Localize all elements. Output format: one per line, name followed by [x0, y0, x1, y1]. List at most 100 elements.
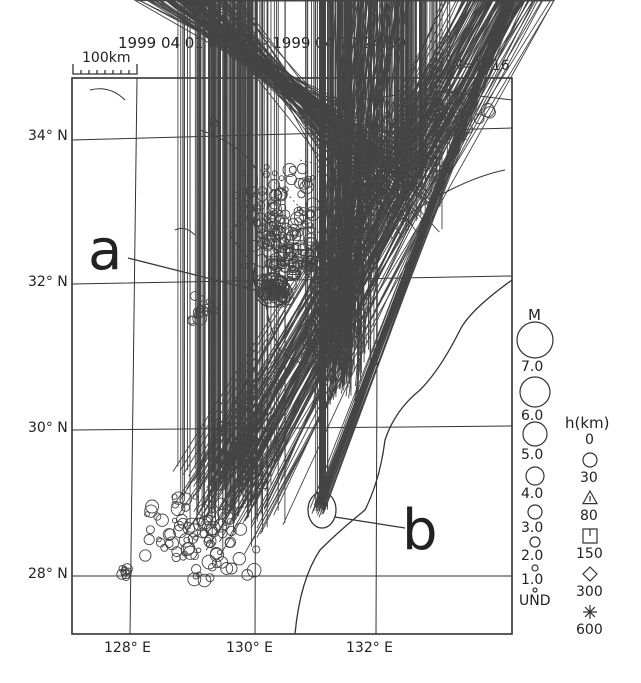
event-circle-icon	[295, 229, 304, 237]
event-circle-icon	[180, 502, 191, 512]
event-square-icon	[299, 227, 315, 243]
event-circle-icon	[198, 515, 212, 530]
event-circle-icon	[448, 126, 458, 136]
legend-depth-label: 150	[576, 546, 603, 562]
event-circle-icon	[195, 571, 202, 578]
legend-magnitude-label: UND	[519, 593, 551, 609]
event-circle-icon	[177, 517, 189, 529]
event-circle-icon	[205, 539, 215, 549]
event-square-icon	[247, 440, 261, 453]
event-circle-icon	[434, 109, 447, 122]
event-square-icon	[249, 438, 265, 453]
legend-magnitude-label: 7.0	[521, 359, 544, 375]
event-circle-icon	[225, 562, 238, 575]
legend-magnitude-label: 4.0	[521, 486, 544, 502]
event-circle-icon	[276, 210, 284, 217]
event-circle-icon	[199, 529, 209, 539]
event-circle-icon	[257, 236, 270, 250]
event-circle-icon	[191, 564, 202, 575]
event-square-icon	[295, 271, 302, 278]
event-circle-icon	[424, 87, 436, 100]
event-circle-icon	[288, 165, 297, 174]
event-circle-icon	[449, 115, 458, 124]
legend-magnitude-circle-icon	[516, 321, 554, 359]
event-circle-icon	[197, 573, 212, 588]
event-circle-icon	[473, 113, 485, 125]
event-square-icon	[295, 249, 307, 261]
event-circle-icon	[426, 109, 438, 122]
event-circle-icon	[156, 536, 162, 543]
legend-depth-label: 0	[585, 432, 594, 448]
event-circle-icon	[441, 108, 448, 115]
event-circle-icon	[395, 100, 402, 107]
event-square-icon	[302, 258, 313, 269]
event-circle-icon	[145, 525, 155, 535]
legend-magnitude-circle-icon	[525, 466, 545, 486]
event-circle-icon	[246, 562, 262, 578]
legend-magnitude-circle-icon	[519, 376, 551, 408]
event-circle-icon	[290, 211, 305, 226]
legend-magnitude-label: 5.0	[521, 447, 544, 463]
event-circle-icon	[195, 547, 202, 554]
legend-depth-label: 80	[580, 508, 598, 524]
event-circle-icon	[420, 99, 427, 105]
event-symbols	[116, 0, 555, 588]
event-circle-icon	[171, 493, 178, 500]
event-square-icon	[305, 263, 315, 272]
event-circle-icon	[470, 90, 479, 99]
legend-depth-label: 30	[580, 470, 598, 486]
event-circle-icon	[171, 500, 180, 509]
event-square-icon	[235, 436, 247, 448]
event-square-icon	[276, 261, 285, 269]
event-square-icon	[319, 242, 332, 255]
legend-magnitude-label: 3.0	[521, 520, 544, 536]
event-circle-icon	[226, 518, 234, 525]
event-circle-icon	[297, 177, 311, 190]
legend-symbols	[516, 321, 599, 619]
event-circle-icon	[426, 118, 435, 127]
event-circle-icon	[418, 113, 426, 121]
event-square-icon	[329, 242, 339, 252]
scale-bar	[72, 64, 138, 75]
event-circle-icon	[285, 173, 298, 186]
event-circle-icon	[385, 111, 392, 118]
event-circle-icon	[394, 105, 401, 113]
event-circle-icon	[436, 77, 451, 92]
event-circle-icon	[186, 315, 196, 325]
event-circle-icon	[201, 554, 217, 570]
event-square-icon	[326, 266, 332, 272]
event-circle-icon	[145, 499, 160, 514]
event-circle-icon	[451, 97, 459, 105]
event-circle-icon	[241, 569, 254, 581]
event-circle-icon	[208, 563, 217, 572]
event-circle-icon	[155, 537, 166, 548]
event-circle-icon	[226, 525, 237, 537]
event-circle-icon	[299, 213, 307, 222]
event-circle-icon	[171, 517, 178, 524]
event-circle-icon	[187, 572, 202, 587]
event-circle-icon	[460, 98, 468, 106]
legend-magnitude-circle-icon	[529, 536, 541, 548]
annotation-line-b	[334, 516, 406, 529]
legend-magnitude-label: 2.0	[521, 548, 544, 564]
legend-diamond-icon	[582, 566, 598, 582]
event-circle-icon	[182, 541, 196, 555]
annotation-b: b	[402, 498, 438, 563]
event-circle-icon	[217, 508, 228, 520]
event-circle-icon	[252, 545, 261, 554]
event-circle-icon	[463, 124, 473, 134]
event-circle-icon	[274, 214, 290, 230]
event-circle-icon	[192, 494, 199, 500]
event-circle-icon	[454, 116, 464, 126]
event-square-icon	[279, 234, 294, 250]
event-circle-icon	[190, 551, 199, 561]
event-circle-icon	[217, 528, 228, 539]
event-square-icon	[212, 475, 227, 490]
event-circle-icon	[143, 534, 155, 546]
legend-depth-label: 600	[576, 622, 603, 638]
event-circle-icon	[178, 533, 194, 548]
lon-label-130: 130° E	[226, 640, 274, 656]
event-square-icon	[224, 441, 239, 456]
event-square-icon	[284, 244, 294, 254]
lon-label-132: 132° E	[346, 640, 394, 656]
